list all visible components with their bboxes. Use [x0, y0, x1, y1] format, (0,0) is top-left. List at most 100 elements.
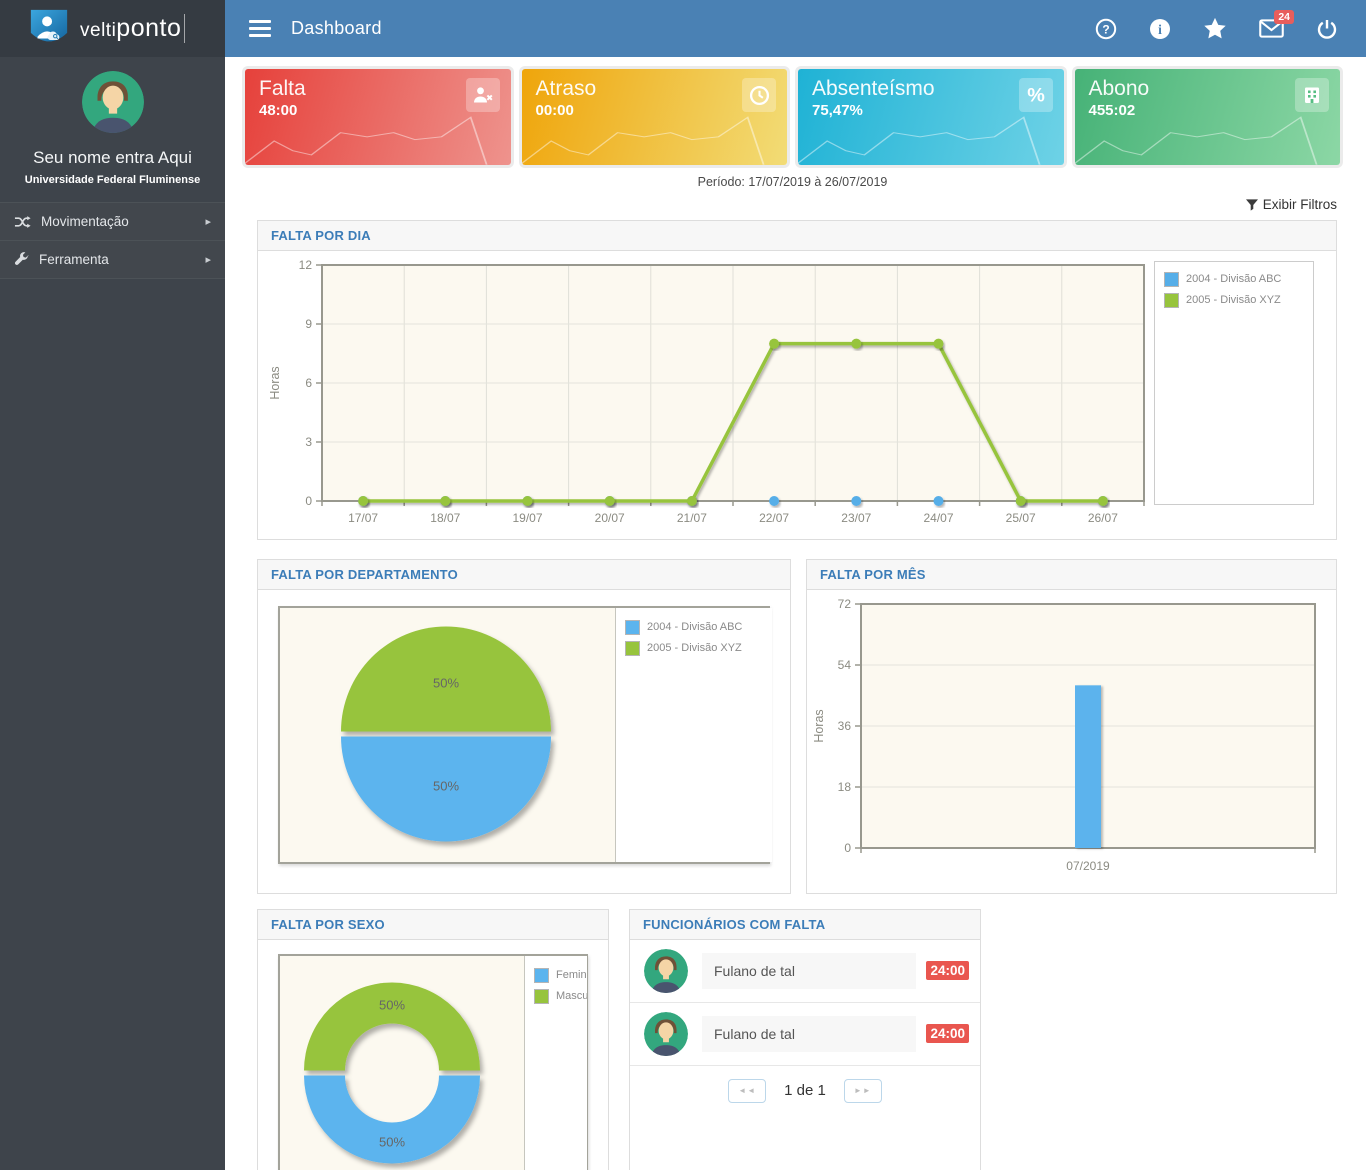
sidebar-item-ferramenta[interactable]: Ferramenta ▸ [0, 240, 225, 279]
show-filters-link[interactable]: Exibir Filtros [1245, 197, 1337, 212]
brand-name: velti ponto [80, 14, 186, 43]
svg-text:36: 36 [838, 719, 852, 733]
card-value: 00:00 [535, 102, 574, 119]
legend-item: Masculino [534, 988, 587, 1004]
summary-cards: Falta 48:00 Atraso 00:00 Absente [245, 69, 1340, 165]
mail-badge: 24 [1274, 10, 1294, 24]
employee-hours-badge: 24:00 [926, 1024, 969, 1043]
legend-item: 2005 - Divisão XYZ [1164, 292, 1304, 308]
svg-text:?: ? [1102, 22, 1109, 36]
show-filters-label: Exibir Filtros [1262, 197, 1337, 212]
svg-text:0: 0 [844, 841, 851, 855]
topbar-actions: ? i 24 [1095, 10, 1338, 40]
svg-text:26/07: 26/07 [1088, 511, 1118, 525]
chevron-right-icon: ▸ [205, 216, 211, 228]
shuffle-icon [14, 215, 31, 228]
svg-text:20/07: 20/07 [595, 511, 625, 525]
info-icon[interactable]: i [1149, 18, 1171, 40]
svg-text:Horas: Horas [268, 366, 282, 399]
svg-text:6: 6 [305, 376, 312, 390]
employee-row[interactable]: Fulano de tal 24:00 [630, 1003, 980, 1066]
svg-text:18/07: 18/07 [430, 511, 460, 525]
svg-text:07/2019: 07/2019 [1066, 859, 1110, 873]
card-absenteismo[interactable]: Absenteísmo 75,47% % [798, 69, 1064, 165]
power-icon[interactable] [1316, 18, 1338, 40]
filters-row: Exibir Filtros [245, 197, 1337, 214]
svg-text:0: 0 [305, 494, 312, 508]
legend-swatch [1164, 292, 1179, 308]
bar-chart-svg: 0 18 36 54 72 07/2019 Horas [812, 597, 1316, 873]
employee-avatar [644, 1011, 688, 1056]
menu-toggle-button[interactable] [249, 20, 271, 37]
mail-icon[interactable]: 24 [1259, 10, 1294, 38]
legend-item: 2004 - Divisão ABC [625, 619, 763, 635]
brand-name-light: velti [80, 20, 117, 41]
card-atraso[interactable]: Atraso 00:00 [521, 69, 787, 165]
card-value: 455:02 [1088, 102, 1136, 119]
user-organization: Universidade Federal Fluminense [24, 174, 201, 186]
falta-por-sexo-chart: 50% 50% [280, 955, 524, 1170]
employee-row[interactable]: Fulano de tal 24:00 [630, 940, 980, 1003]
card-falta[interactable]: Falta 48:00 [245, 69, 511, 165]
svg-text:72: 72 [838, 598, 852, 611]
prev-page-button[interactable]: ◄◄ [728, 1078, 767, 1103]
panel-title: FALTA POR DEPARTAMENTO [258, 559, 790, 590]
svg-text:3: 3 [305, 435, 312, 449]
sidebar-item-label: Ferramenta [39, 252, 109, 267]
panel-falta-por-sexo: FALTA POR SEXO 50% 50% Feminino Masculino [257, 908, 609, 1170]
legend-swatch [625, 640, 640, 656]
employee-name: Fulano de tal [702, 1015, 916, 1052]
charts-row: FALTA POR DEPARTAMENTO 50% 50% 2004 - Div… [257, 558, 1337, 894]
clock-icon [742, 78, 776, 112]
panel-falta-por-mes: FALTA POR MÊS 0 18 36 54 72 07/2019 Horas [806, 558, 1337, 894]
legend-item: Feminino [534, 967, 587, 983]
sidebar: velti ponto Seu nome entra Aqui Universid… [0, 0, 225, 1170]
card-abono[interactable]: Abono 455:02 [1074, 69, 1340, 165]
svg-text:22/07: 22/07 [759, 511, 789, 525]
legend-label: 2005 - Divisão XYZ [647, 642, 742, 654]
line-chart-svg: 0 3 6 9 12 17/07 18/07 19/07 20/07 21/07 22/07 23/0… [268, 258, 1145, 525]
next-page-button[interactable]: ►► [843, 1078, 882, 1103]
panels-zone: FALTA POR DIA 0 3 6 9 12 17/07 18/07 19/07 20/07… [257, 219, 1337, 1170]
employee-hours-badge: 24:00 [926, 961, 969, 980]
svg-text:Horas: Horas [812, 709, 826, 742]
svg-text:19/07: 19/07 [512, 511, 542, 525]
svg-text:21/07: 21/07 [677, 511, 707, 525]
user-x-icon [465, 78, 500, 112]
legend-label: Feminino [556, 969, 587, 981]
legend-swatch [1164, 271, 1179, 287]
legend-swatch [625, 619, 640, 635]
sidebar-item-movimentacao[interactable]: Movimentação ▸ [0, 202, 225, 240]
svg-text:%: % [1027, 85, 1045, 106]
svg-text:18: 18 [838, 780, 852, 794]
sidebar-item-label: Movimentação [41, 214, 129, 229]
svg-text:23/07: 23/07 [841, 511, 871, 525]
falta-por-departamento-chart: 50% 50% [280, 607, 615, 862]
svg-text:17/07: 17/07 [348, 511, 378, 525]
help-icon[interactable]: ? [1095, 18, 1117, 40]
card-title: Falta [259, 77, 306, 100]
svg-text:9: 9 [305, 317, 312, 331]
brand-name-bold: ponto [116, 14, 186, 43]
sparkline [1074, 116, 1318, 165]
topbar: Dashboard ? i 24 [225, 0, 1366, 57]
legend-swatch [534, 967, 549, 983]
sidebar-nav: Movimentação ▸ Ferramenta ▸ [0, 202, 225, 279]
panel-title: FALTA POR DIA [258, 220, 1336, 251]
svg-text:50%: 50% [379, 1134, 405, 1149]
user-avatar [81, 71, 144, 133]
star-icon[interactable] [1203, 17, 1227, 40]
falta-por-dia-chart: 0 3 6 9 12 17/07 18/07 19/07 20/07 21/07 22/07 23/0… [264, 258, 1336, 538]
falta-por-departamento-legend: 2004 - Divisão ABC 2005 - Divisão XYZ [615, 607, 772, 862]
svg-text:25/07: 25/07 [1006, 511, 1036, 525]
wrench-icon [14, 252, 29, 265]
brand-logo: velti ponto [0, 0, 225, 57]
user-name: Seu nome entra Aqui [33, 148, 192, 167]
card-title: Absenteísmo [812, 77, 935, 100]
falta-por-dia-legend: 2004 - Divisão ABC 2005 - Divisão XYZ [1154, 260, 1314, 505]
page-indicator: 1 de 1 [784, 1082, 826, 1099]
hospital-icon [1295, 78, 1329, 112]
svg-text:54: 54 [838, 658, 852, 672]
chevron-right-icon: ▸ [205, 254, 211, 266]
svg-text:50%: 50% [379, 997, 405, 1012]
